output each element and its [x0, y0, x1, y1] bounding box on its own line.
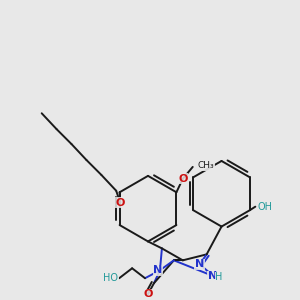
Text: N: N — [195, 259, 204, 269]
Text: N: N — [208, 271, 217, 281]
Text: N: N — [153, 265, 163, 275]
Text: CH₃: CH₃ — [198, 161, 214, 170]
Text: HO: HO — [103, 273, 118, 283]
Text: OH: OH — [257, 202, 272, 212]
Text: O: O — [116, 198, 125, 208]
Text: O: O — [143, 289, 153, 299]
Text: H: H — [215, 272, 222, 282]
Text: O: O — [178, 174, 188, 184]
